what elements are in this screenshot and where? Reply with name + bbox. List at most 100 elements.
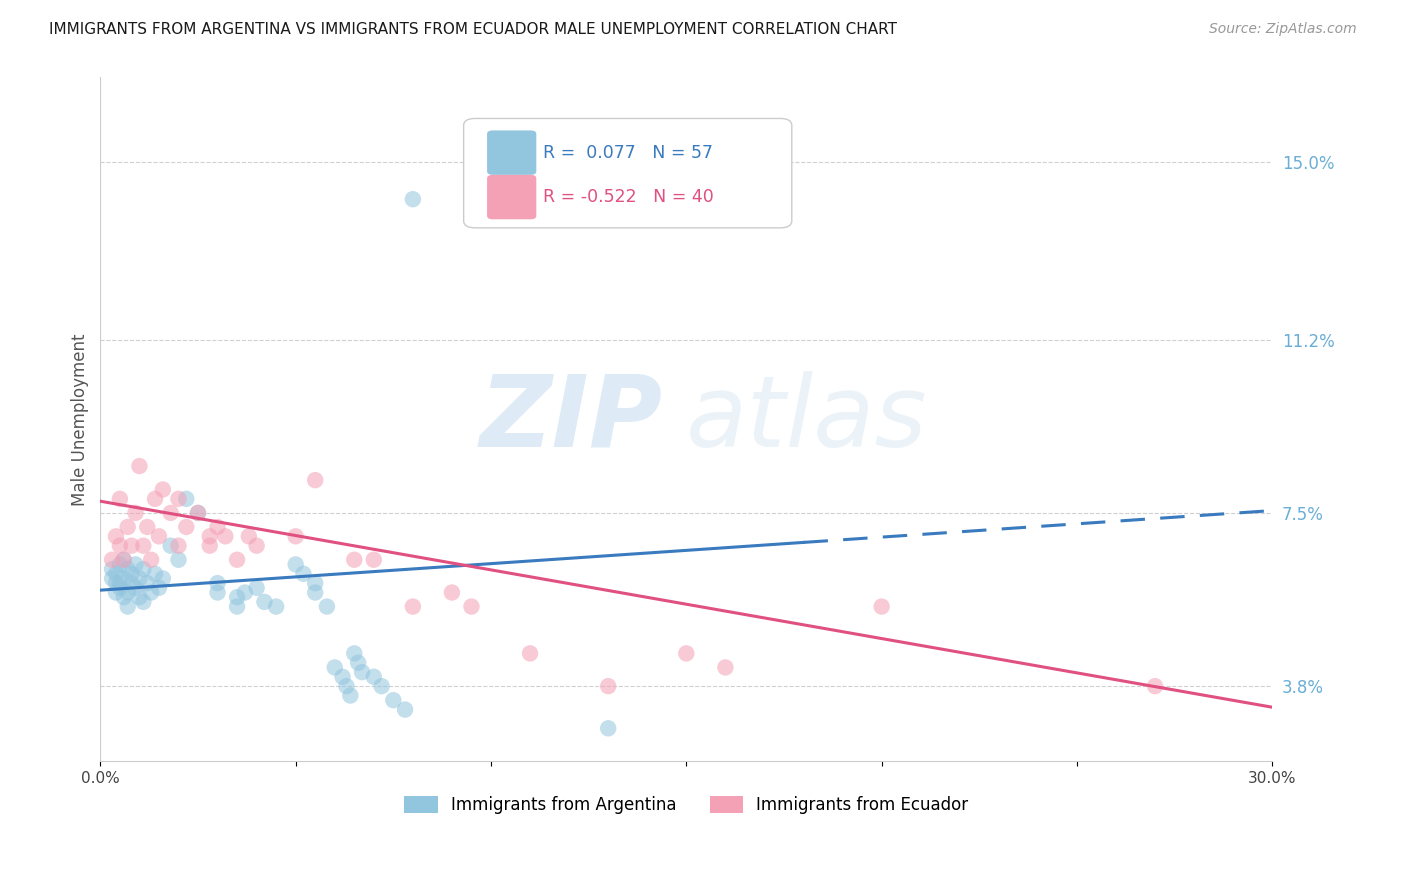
Immigrants from Argentina bbox=[124, 558, 146, 572]
Immigrants from Ecuador bbox=[187, 506, 209, 520]
Immigrants from Argentina bbox=[402, 192, 425, 206]
Immigrants from Ecuador bbox=[124, 506, 146, 520]
Immigrants from Argentina bbox=[143, 566, 166, 581]
Immigrants from Ecuador bbox=[440, 585, 463, 599]
Immigrants from Argentina bbox=[304, 585, 326, 599]
Immigrants from Ecuador bbox=[132, 539, 155, 553]
Immigrants from Ecuador bbox=[284, 529, 307, 543]
Immigrants from Argentina bbox=[121, 566, 143, 581]
Legend: Immigrants from Argentina, Immigrants from Ecuador: Immigrants from Argentina, Immigrants fr… bbox=[404, 796, 969, 814]
Immigrants from Ecuador bbox=[152, 483, 174, 497]
Immigrants from Argentina bbox=[139, 585, 162, 599]
Immigrants from Ecuador bbox=[198, 539, 221, 553]
Immigrants from Argentina bbox=[136, 576, 159, 591]
Immigrants from Argentina bbox=[128, 572, 150, 586]
Immigrants from Argentina bbox=[121, 576, 143, 591]
Immigrants from Argentina bbox=[226, 590, 249, 604]
Immigrants from Ecuador bbox=[117, 520, 139, 534]
Immigrants from Argentina bbox=[335, 679, 357, 693]
Immigrants from Ecuador bbox=[363, 553, 385, 567]
Immigrants from Ecuador bbox=[108, 491, 131, 506]
Immigrants from Ecuador bbox=[128, 459, 150, 474]
Immigrants from Argentina bbox=[104, 585, 127, 599]
Immigrants from Ecuador bbox=[460, 599, 482, 614]
Immigrants from Argentina bbox=[394, 702, 416, 716]
Immigrants from Ecuador bbox=[304, 473, 326, 487]
Immigrants from Argentina bbox=[343, 646, 366, 660]
Immigrants from Argentina bbox=[598, 721, 620, 735]
Immigrants from Ecuador bbox=[167, 491, 190, 506]
Immigrants from Argentina bbox=[101, 572, 124, 586]
Immigrants from Ecuador bbox=[519, 646, 541, 660]
Immigrants from Ecuador bbox=[238, 529, 260, 543]
Immigrants from Ecuador bbox=[159, 506, 181, 520]
Text: IMMIGRANTS FROM ARGENTINA VS IMMIGRANTS FROM ECUADOR MALE UNEMPLOYMENT CORRELATI: IMMIGRANTS FROM ARGENTINA VS IMMIGRANTS … bbox=[49, 22, 897, 37]
Immigrants from Argentina bbox=[207, 585, 229, 599]
Immigrants from Argentina bbox=[132, 562, 155, 576]
FancyBboxPatch shape bbox=[486, 175, 536, 219]
Immigrants from Argentina bbox=[347, 656, 370, 670]
Immigrants from Ecuador bbox=[167, 539, 190, 553]
Immigrants from Argentina bbox=[117, 599, 139, 614]
Immigrants from Argentina bbox=[117, 562, 139, 576]
Immigrants from Argentina bbox=[382, 693, 405, 707]
Immigrants from Ecuador bbox=[108, 539, 131, 553]
Immigrants from Argentina bbox=[112, 553, 135, 567]
Immigrants from Argentina bbox=[104, 566, 127, 581]
Text: R =  0.077   N = 57: R = 0.077 N = 57 bbox=[543, 144, 713, 161]
Immigrants from Argentina bbox=[207, 576, 229, 591]
Immigrants from Argentina bbox=[352, 665, 374, 679]
Immigrants from Argentina bbox=[246, 581, 269, 595]
Immigrants from Argentina bbox=[233, 585, 256, 599]
Immigrants from Ecuador bbox=[1144, 679, 1167, 693]
Y-axis label: Male Unemployment: Male Unemployment bbox=[72, 333, 89, 506]
Immigrants from Argentina bbox=[148, 581, 170, 595]
Immigrants from Ecuador bbox=[214, 529, 236, 543]
Immigrants from Argentina bbox=[174, 491, 197, 506]
FancyBboxPatch shape bbox=[464, 119, 792, 227]
Immigrants from Ecuador bbox=[143, 491, 166, 506]
Immigrants from Argentina bbox=[316, 599, 339, 614]
Immigrants from Argentina bbox=[264, 599, 287, 614]
Immigrants from Argentina bbox=[226, 599, 249, 614]
Immigrants from Argentina bbox=[332, 670, 354, 684]
Immigrants from Argentina bbox=[104, 576, 127, 591]
Immigrants from Ecuador bbox=[148, 529, 170, 543]
Immigrants from Argentina bbox=[339, 689, 361, 703]
Immigrants from Argentina bbox=[117, 585, 139, 599]
Immigrants from Ecuador bbox=[198, 529, 221, 543]
Immigrants from Argentina bbox=[370, 679, 392, 693]
Immigrants from Ecuador bbox=[121, 539, 143, 553]
Immigrants from Ecuador bbox=[226, 553, 249, 567]
Immigrants from Argentina bbox=[152, 572, 174, 586]
Immigrants from Argentina bbox=[112, 590, 135, 604]
Immigrants from Argentina bbox=[108, 558, 131, 572]
Immigrants from Argentina bbox=[304, 576, 326, 591]
Text: atlas: atlas bbox=[686, 371, 928, 467]
Text: Source: ZipAtlas.com: Source: ZipAtlas.com bbox=[1209, 22, 1357, 37]
Immigrants from Argentina bbox=[253, 595, 276, 609]
FancyBboxPatch shape bbox=[486, 130, 536, 175]
Immigrants from Argentina bbox=[101, 562, 124, 576]
Immigrants from Argentina bbox=[159, 539, 181, 553]
Immigrants from Ecuador bbox=[104, 529, 127, 543]
Immigrants from Argentina bbox=[292, 566, 315, 581]
Immigrants from Ecuador bbox=[139, 553, 162, 567]
Immigrants from Ecuador bbox=[136, 520, 159, 534]
Immigrants from Argentina bbox=[124, 581, 146, 595]
Immigrants from Argentina bbox=[187, 506, 209, 520]
Immigrants from Ecuador bbox=[598, 679, 620, 693]
Text: ZIP: ZIP bbox=[479, 371, 662, 467]
Immigrants from Argentina bbox=[284, 558, 307, 572]
Immigrants from Ecuador bbox=[402, 599, 425, 614]
Immigrants from Argentina bbox=[128, 590, 150, 604]
Immigrants from Ecuador bbox=[207, 520, 229, 534]
Immigrants from Argentina bbox=[108, 581, 131, 595]
Immigrants from Ecuador bbox=[112, 553, 135, 567]
Immigrants from Ecuador bbox=[246, 539, 269, 553]
Immigrants from Ecuador bbox=[714, 660, 737, 674]
Immigrants from Argentina bbox=[108, 576, 131, 591]
Immigrants from Argentina bbox=[323, 660, 346, 674]
Immigrants from Argentina bbox=[167, 553, 190, 567]
Immigrants from Argentina bbox=[112, 572, 135, 586]
